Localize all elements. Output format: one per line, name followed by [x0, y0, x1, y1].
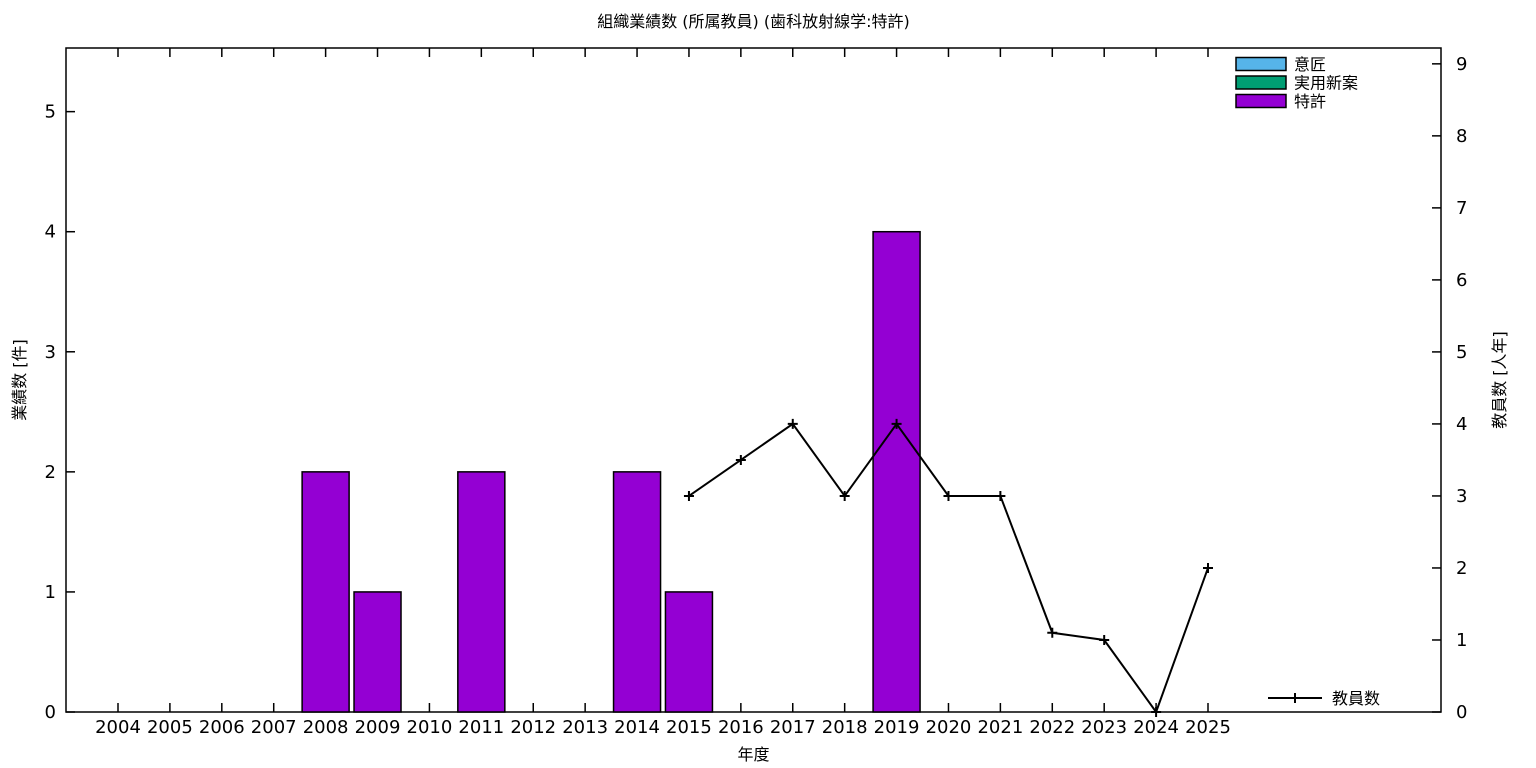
y2-tick-label-1: 1 [1456, 630, 1467, 651]
bar-特許-2014 [612, 471, 662, 713]
y-tick-label-4: 4 [45, 222, 56, 243]
bar-特許-2011 [457, 471, 506, 713]
legend-swatch-実用新案 [1235, 75, 1287, 90]
bar-特許-2015 [664, 591, 714, 713]
x-tick-label-2019: 2019 [874, 717, 920, 738]
marker-教員数-2025 [1203, 562, 1213, 573]
x-tick-label-2022: 2022 [1029, 717, 1075, 738]
bar-特許-2008 [301, 471, 350, 713]
legend-marker-教員数 [1290, 693, 1300, 703]
legend-swatch-意匠 [1235, 56, 1287, 72]
x-tick-label-2013: 2013 [562, 717, 608, 738]
legend-label-実用新案: 実用新案 [1294, 74, 1358, 93]
bar-特許-2009 [353, 591, 402, 713]
y2-tick-label-0: 0 [1456, 702, 1467, 723]
marker-教員数-2023 [1099, 634, 1110, 645]
y2-tick-label-9: 9 [1456, 54, 1467, 75]
marker-教員数-2019 [891, 418, 902, 429]
y-tick-label-5: 5 [45, 102, 56, 123]
x-tick-label-2006: 2006 [199, 717, 245, 738]
x-tick-label-2012: 2012 [510, 717, 556, 738]
x-tick-label-2011: 2011 [458, 717, 504, 738]
x-tick-label-2021: 2021 [977, 717, 1023, 738]
x-tick-label-2018: 2018 [822, 717, 868, 738]
x-tick-label-2017: 2017 [770, 717, 816, 738]
y2-tick-label-3: 3 [1456, 486, 1467, 507]
bar-特許-2019 [872, 230, 921, 713]
y-tick-label-2: 2 [45, 462, 56, 483]
plot-border [65, 47, 1442, 713]
x-tick-label-2020: 2020 [926, 717, 972, 738]
x-axis-label: 年度 [737, 745, 770, 764]
x-tick-label-2005: 2005 [147, 717, 193, 738]
marker-教員数-2015 [683, 490, 694, 501]
legend-label-特許: 特許 [1294, 92, 1326, 111]
y-tick-label-0: 0 [45, 702, 56, 723]
legend-label-教員数: 教員数 [1332, 689, 1380, 708]
x-tick-label-2004: 2004 [95, 717, 141, 738]
x-tick-label-2024: 2024 [1133, 717, 1179, 738]
marker-教員数-2022 [1047, 627, 1058, 638]
legend-swatch-特許 [1235, 93, 1287, 109]
x-tick-label-2009: 2009 [355, 717, 401, 738]
y-tick-label-3: 3 [45, 342, 56, 363]
x-tick-label-2016: 2016 [718, 717, 764, 738]
y2-tick-label-2: 2 [1456, 558, 1467, 579]
x-tick-label-2007: 2007 [251, 717, 297, 738]
marker-教員数-2024 [1151, 707, 1162, 717]
y2-tick-label-6: 6 [1456, 270, 1467, 291]
x-tick-label-2025: 2025 [1185, 717, 1231, 738]
x-tick-label-2023: 2023 [1081, 717, 1127, 738]
marker-教員数-2021 [995, 490, 1006, 501]
x-tick-label-2014: 2014 [614, 717, 660, 738]
y2-tick-label-8: 8 [1456, 126, 1467, 147]
marker-教員数-2020 [943, 490, 954, 501]
y-tick-label-1: 1 [45, 582, 56, 603]
y2-tick-label-4: 4 [1456, 414, 1467, 435]
x-tick-label-2008: 2008 [303, 717, 349, 738]
x-tick-label-2015: 2015 [666, 717, 712, 738]
marker-教員数-2018 [839, 490, 850, 501]
y2-tick-label-7: 7 [1456, 198, 1467, 219]
line-教員数 [688, 422, 1209, 715]
chart-title: 組織業績数 (所属教員) (歯科放射線学:特許) [597, 12, 910, 31]
marker-教員数-2016 [735, 454, 746, 465]
y2-tick-label-5: 5 [1456, 342, 1467, 363]
marker-教員数-2017 [787, 418, 798, 429]
legend-label-意匠: 意匠 [1294, 55, 1326, 74]
x-tick-label-2010: 2010 [407, 717, 453, 738]
